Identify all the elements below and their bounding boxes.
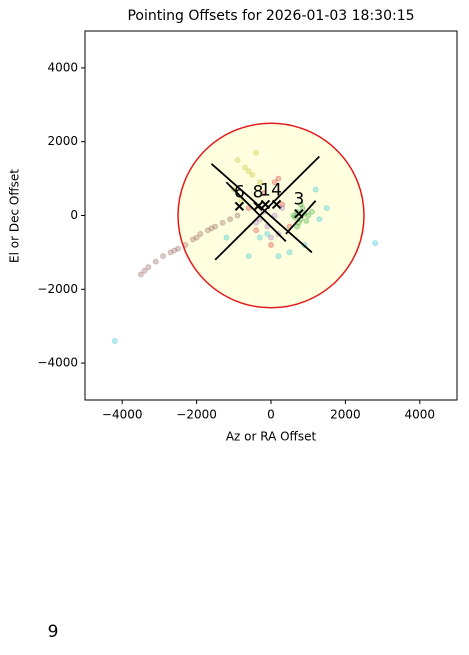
scatter-point [167,249,174,256]
scatter-point [152,258,159,265]
marker-label: 6 [234,182,245,202]
scatter-point [204,227,211,234]
circle-outline [177,122,365,309]
scatter-point [264,230,271,237]
scatter-point [286,249,293,256]
scatter-point [308,208,315,215]
x-tick-label: −4000 [102,408,143,422]
scatter-point [271,179,278,186]
scatter-point [193,234,200,241]
x-tick-label: −2000 [176,408,217,422]
scatter-point [197,230,204,237]
scatter-point [212,223,219,230]
scatter-point [372,240,379,247]
scatter-point [234,212,241,219]
scatter-point [249,171,256,178]
scatter-point [260,190,267,197]
scatter-point [294,223,301,230]
scatter-point [279,201,286,208]
footer-text: 9 [48,622,59,642]
marker-label: 3 [293,190,304,210]
marker-x [234,201,245,211]
x-tick-label: 2000 [330,408,361,422]
scatter-point [241,164,248,171]
y-tick-label: 2000 [47,134,78,148]
scatter-point [303,218,310,225]
scatter-point [245,168,252,175]
marker-label: 1 [260,180,271,200]
scatter-point [268,242,274,249]
plot-area: 6 81 4 3 [111,122,379,344]
marker-x [253,201,263,211]
scatter-point [253,149,260,156]
scatter-point [297,201,304,208]
x-tick-label: 0 [267,408,275,422]
cross-line [225,181,287,242]
x-tick-label: 4000 [405,408,436,422]
scatter-point [219,219,226,226]
scatter-point [253,227,260,234]
scatter-point [312,186,319,193]
marker-label: 4 [271,180,282,200]
y-tick-label: −2000 [37,282,78,296]
scatter-point [245,253,252,260]
x-axis-label: Az or RA Offset [226,430,317,444]
scatter-point [141,267,148,274]
y-tick-label: 4000 [47,60,78,74]
scatter-point [137,271,144,278]
scatter-point [323,205,330,212]
scatter-point [171,247,178,254]
scatter-point [145,264,152,271]
scatter-point [223,234,230,241]
scatter-point [268,234,274,241]
marker-x [294,208,304,219]
scatter-point [271,212,278,219]
marker-x [271,199,282,210]
scatter-point [227,216,234,223]
scatter-point [256,179,263,186]
y-tick-label: 0 [70,208,78,222]
scatter-point [275,175,282,182]
y-tick-label: −4000 [37,356,78,370]
scatter-point [305,212,312,219]
scatter-point [111,337,118,344]
scatter-point [189,236,196,243]
chart-title: Pointing Offsets for 2026-01-03 18:30:15 [127,8,414,24]
marker-label: 8 [253,182,264,202]
cross-line [214,155,320,261]
scatter-point [275,253,282,260]
cross-line [285,200,317,235]
marker-x [260,199,271,210]
scatter-point [234,157,241,164]
scatter-point [316,216,323,223]
scatter-point [208,225,215,232]
y-axis-label: El or Dec Offset [8,169,22,263]
scatter-point [256,234,263,241]
scatter-point [175,245,181,252]
scatter-point [160,253,167,260]
